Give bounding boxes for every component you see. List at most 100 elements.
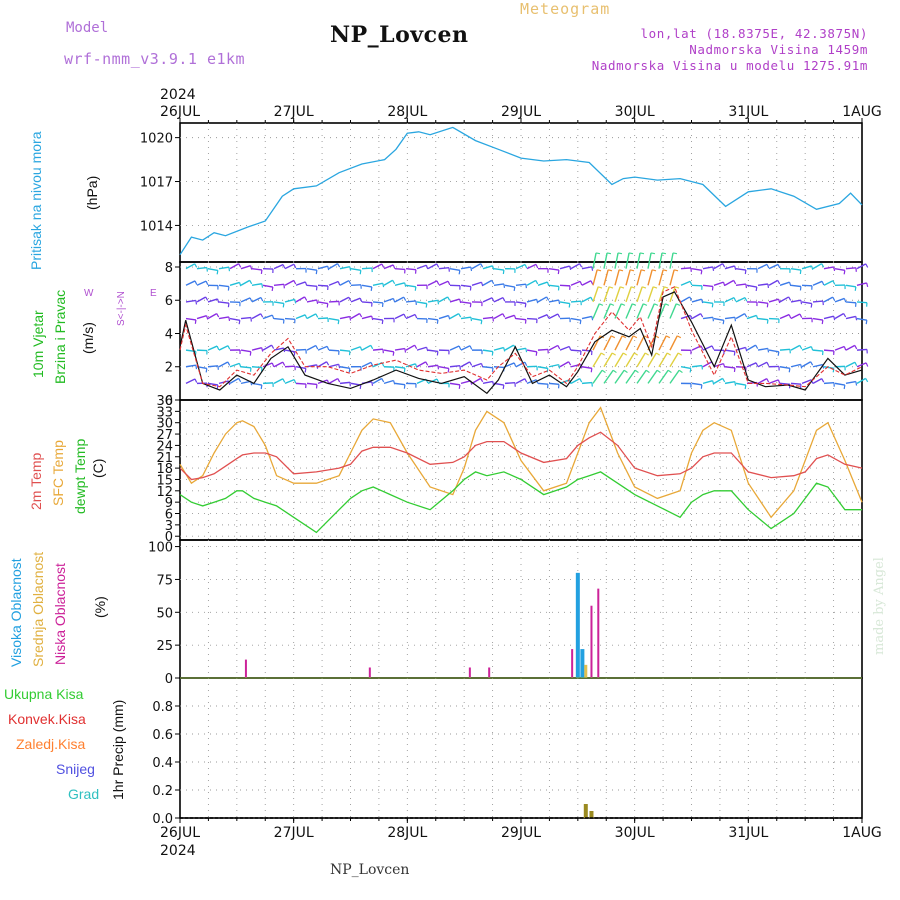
wind-barb	[570, 317, 581, 321]
cloud-bar	[575, 572, 580, 678]
dewpt-temp-line	[179, 471, 862, 534]
wind-barb	[425, 303, 428, 308]
wind-barb	[304, 314, 308, 319]
wind-barb	[689, 296, 693, 301]
wind-barb	[469, 361, 473, 366]
wind-barb	[195, 300, 198, 305]
wind-barb	[469, 286, 472, 291]
wind-barb	[856, 301, 868, 304]
wind-barb	[526, 263, 537, 270]
wind-barb	[271, 286, 274, 292]
wind-barb	[480, 320, 483, 325]
wind-barb	[591, 316, 594, 321]
wind-barb	[515, 283, 527, 286]
wind-barb	[669, 286, 676, 303]
x-tick-label-top: 31JUL	[728, 104, 768, 120]
wind-barb	[392, 279, 396, 285]
wind-barb	[636, 269, 642, 286]
y-tick-label: 6	[165, 294, 173, 309]
wind-barb	[680, 280, 691, 286]
wind-barb	[338, 364, 341, 369]
wind-barb	[273, 301, 284, 305]
wind-barb	[700, 270, 703, 275]
y-tick-label: 30	[156, 417, 173, 432]
wind-barb	[482, 297, 493, 303]
y-tick-label: 33	[156, 405, 173, 420]
wind-barb	[845, 267, 857, 270]
wind-barb	[482, 265, 493, 270]
wind-barb	[592, 369, 603, 384]
wind-barb	[621, 335, 627, 339]
x-tick-label-bottom: 28JUL	[387, 825, 427, 841]
wind-barb	[559, 284, 571, 287]
wind-barb	[238, 363, 242, 368]
wind-barb	[834, 312, 845, 320]
wind-barb	[823, 315, 834, 320]
wind-barb	[293, 280, 297, 285]
wind-barb	[372, 317, 383, 321]
wind-barb	[691, 364, 703, 368]
wind-barb	[832, 280, 836, 285]
x-tick-label-bottom: 29JUL	[501, 825, 541, 841]
wind-barb	[546, 314, 550, 319]
wind-barb	[251, 296, 262, 303]
wind-barb	[833, 316, 836, 321]
wind-barb	[251, 313, 262, 320]
wind-barb	[240, 265, 251, 270]
wind-barb	[614, 252, 619, 269]
wind-barb	[460, 266, 471, 270]
pressure-line	[179, 126, 863, 256]
wind-barb	[502, 297, 506, 302]
wind-barb	[570, 300, 582, 303]
wind-barb	[810, 346, 814, 351]
wind-barb	[438, 314, 449, 320]
wind-barb	[239, 282, 242, 287]
wind-barb	[350, 346, 361, 351]
wind-barb	[405, 284, 416, 288]
wind-barb	[634, 369, 639, 374]
credit-watermark: made by Angel	[872, 557, 887, 655]
wind-barb	[480, 378, 484, 383]
wind-barb	[790, 267, 801, 271]
wind-barb	[348, 296, 352, 302]
wind-barb	[282, 378, 286, 383]
wind-barb	[625, 352, 635, 368]
wind-barb	[768, 349, 779, 353]
wind-barb	[383, 349, 394, 353]
wind-barb	[205, 280, 209, 286]
wind-barb	[854, 286, 857, 291]
wind-barb	[447, 280, 451, 286]
wind-barb	[734, 265, 737, 270]
wind-barb	[603, 335, 612, 351]
wind-barb	[315, 345, 319, 350]
wind-barb	[603, 286, 610, 303]
wind-barb	[546, 368, 549, 373]
y-tick-label: 6	[165, 508, 173, 523]
wind-barb	[504, 344, 515, 351]
wind-barb	[337, 281, 341, 286]
precip-legend-snow: Snijeg	[56, 761, 95, 777]
wind-barb	[382, 283, 385, 288]
wind-barb	[328, 263, 339, 270]
wind-barb	[460, 316, 471, 320]
wind-barb	[304, 281, 308, 286]
wind-barb	[537, 382, 549, 385]
wind-barb	[579, 263, 583, 268]
wind-barb	[436, 351, 439, 356]
wind-barb	[317, 317, 329, 320]
wind-barb	[636, 286, 643, 303]
wind-barb	[238, 263, 242, 268]
x-tick-label-bottom: 1AUG	[842, 825, 882, 841]
wind-barb	[185, 317, 197, 321]
wind-barb	[229, 281, 240, 286]
wind-barb	[262, 284, 273, 288]
wind-barb	[414, 363, 418, 368]
wind-barb	[614, 286, 621, 303]
wind-barb	[249, 297, 253, 302]
wind-barb	[799, 269, 802, 275]
wind-barb	[834, 267, 845, 272]
wind-barb	[273, 263, 284, 270]
wind-barb	[425, 361, 429, 366]
wind-barb	[381, 378, 385, 383]
wind-barb	[603, 352, 613, 368]
